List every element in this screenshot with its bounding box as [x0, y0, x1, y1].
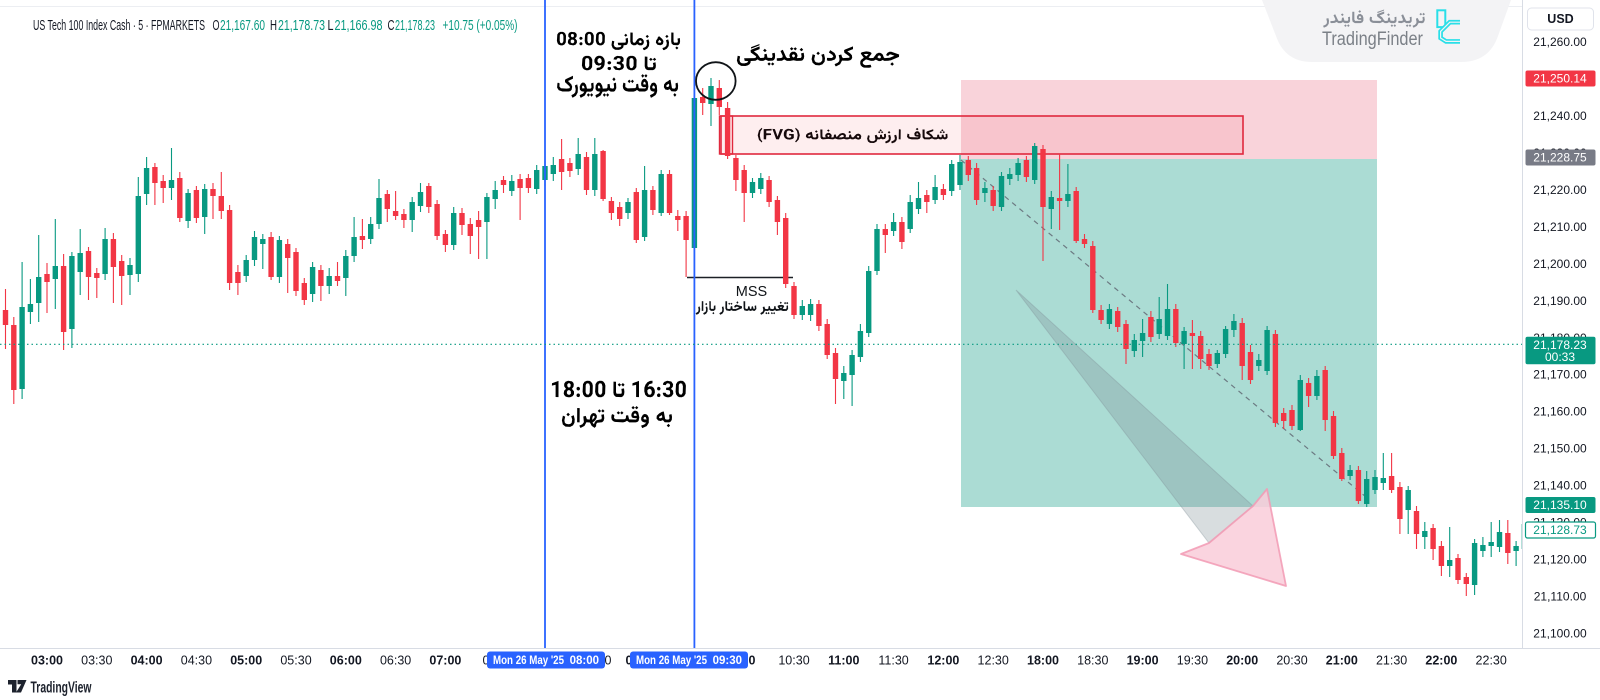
svg-text:22:00: 22:00 [1425, 654, 1457, 668]
svg-text:21,160.00: 21,160.00 [1533, 405, 1587, 419]
svg-text:07:00: 07:00 [429, 654, 461, 668]
svg-text:22:30: 22:30 [1476, 654, 1507, 668]
svg-text:TradingFinder: TradingFinder [1322, 29, 1424, 50]
svg-text:21,178.23: 21,178.23 [395, 18, 435, 34]
svg-text:06:00: 06:00 [330, 654, 362, 668]
svg-text:11:30: 11:30 [878, 654, 908, 668]
svg-text:O: O [213, 18, 220, 34]
svg-text:18:00: 18:00 [1027, 654, 1059, 668]
svg-text:21,166.98: 21,166.98 [335, 18, 383, 34]
svg-text:21,210.00: 21,210.00 [1533, 220, 1587, 234]
svg-text:21,140.00: 21,140.00 [1533, 479, 1587, 493]
svg-text:05:30: 05:30 [280, 654, 311, 668]
svg-text:19:30: 19:30 [1177, 654, 1208, 668]
svg-text:03:30: 03:30 [81, 654, 112, 668]
svg-text:04:30: 04:30 [181, 654, 212, 668]
svg-text:0: 0 [483, 654, 490, 668]
svg-text:18:30: 18:30 [1077, 654, 1108, 668]
svg-text:20:00: 20:00 [1226, 654, 1258, 668]
svg-text:C: C [388, 18, 395, 34]
svg-text:21,170.00: 21,170.00 [1533, 368, 1587, 382]
svg-text:12:00: 12:00 [927, 654, 959, 668]
svg-text:21:00: 21:00 [1326, 654, 1358, 668]
svg-text:21,250.14: 21,250.14 [1533, 71, 1587, 85]
svg-text:L: L [328, 18, 334, 34]
svg-text:21,167.60: 21,167.60 [220, 18, 265, 34]
svg-text:21,260.00: 21,260.00 [1533, 35, 1587, 49]
svg-text:20:30: 20:30 [1276, 654, 1307, 668]
svg-text:21,228.75: 21,228.75 [1533, 151, 1587, 165]
svg-text:21,128.73: 21,128.73 [1533, 523, 1587, 537]
svg-text:21,150.00: 21,150.00 [1533, 442, 1587, 456]
svg-text:04:00: 04:00 [131, 654, 163, 668]
svg-text:21,200.00: 21,200.00 [1533, 257, 1587, 271]
svg-text:Mon 26 May '25: Mon 26 May '25 [493, 655, 565, 667]
svg-text:08:00: 08:00 [570, 655, 599, 667]
svg-text:05:00: 05:00 [230, 654, 262, 668]
svg-text:0: 0 [605, 654, 612, 668]
svg-text:USD: USD [1547, 12, 1573, 26]
svg-text:10:30: 10:30 [778, 654, 809, 668]
svg-text:US Tech 100 Index Cash · 5 · F: US Tech 100 Index Cash · 5 · FPMARKETS [33, 18, 205, 34]
svg-text:+10.75 (+0.05%): +10.75 (+0.05%) [443, 18, 518, 34]
svg-text:21,135.10: 21,135.10 [1533, 498, 1587, 512]
svg-text:21,190.00: 21,190.00 [1533, 294, 1587, 308]
svg-text:11:00: 11:00 [828, 654, 859, 668]
svg-text:MSS: MSS [736, 284, 767, 300]
svg-text:21,178.73: 21,178.73 [278, 18, 325, 34]
svg-text:19:00: 19:00 [1127, 654, 1159, 668]
svg-text:21,240.00: 21,240.00 [1533, 109, 1587, 123]
svg-text:0: 0 [749, 654, 756, 668]
svg-text:09:30: 09:30 [713, 655, 742, 667]
svg-text:21:30: 21:30 [1376, 654, 1407, 668]
svg-text:21,178.23: 21,178.23 [1533, 338, 1587, 352]
svg-text:TradingView: TradingView [31, 680, 93, 697]
svg-text:00:33: 00:33 [1545, 350, 1575, 364]
svg-text:06:30: 06:30 [380, 654, 411, 668]
svg-text:03:00: 03:00 [31, 654, 63, 668]
svg-text:Mon 26 May '25: Mon 26 May '25 [636, 655, 708, 667]
svg-text:12:30: 12:30 [978, 654, 1009, 668]
svg-text:21,120.00: 21,120.00 [1533, 553, 1587, 567]
svg-text:21,110.00: 21,110.00 [1534, 590, 1587, 604]
svg-text:21,100.00: 21,100.00 [1533, 627, 1587, 641]
svg-text:0: 0 [626, 654, 633, 668]
svg-text:H: H [270, 18, 277, 34]
svg-text:21,220.00: 21,220.00 [1533, 183, 1587, 197]
